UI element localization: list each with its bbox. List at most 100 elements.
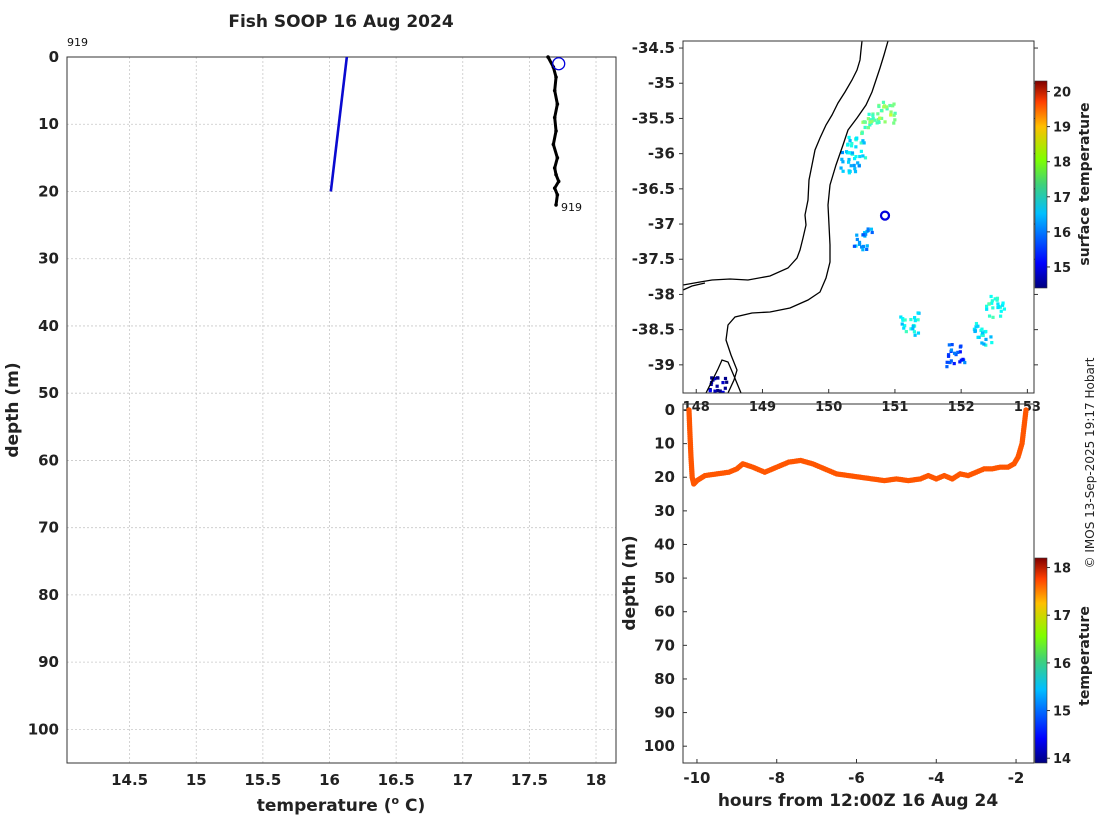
timeseries-x-axis-label: hours from 12:00Z 16 Aug 24 <box>718 791 999 811</box>
map-sst-pixel <box>844 150 849 154</box>
map-sst-pixel <box>892 121 896 125</box>
map-sst-pixel <box>882 105 886 109</box>
map-sst-pixel <box>854 154 858 159</box>
map-sst-pixel <box>861 139 865 143</box>
timeseries-y-tick-label: 10 <box>654 435 675 453</box>
map-sst-pixel <box>865 247 869 251</box>
map-sst-pixel <box>947 343 951 347</box>
map-sst-pixel <box>959 358 963 362</box>
map-sst-pixel <box>868 123 872 127</box>
map-sst-pixel <box>996 302 1000 306</box>
map-sst-pixel <box>904 330 908 334</box>
map-sst-pixel <box>889 110 893 114</box>
map-sst-pixel <box>991 306 995 310</box>
map-sst-pixel <box>861 154 865 158</box>
map-y-tick-label: -39 <box>648 356 675 374</box>
map-sst-pixel <box>958 350 962 354</box>
map-sst-pixel <box>995 296 1000 300</box>
map-sst-pixel <box>723 376 728 381</box>
map-sst-pixel <box>990 341 994 345</box>
map-sst-pixel <box>853 170 858 174</box>
timeseries-y-tick-label: 50 <box>654 569 675 587</box>
map-tasmania-coast <box>705 359 742 393</box>
profile-x-label-tail: C) <box>399 796 425 816</box>
sst-colorbar-tick-label: 16 <box>1053 226 1071 241</box>
map-sst-pixel <box>881 100 886 104</box>
map-sst-pixel <box>916 331 921 335</box>
map-sst-pixel <box>721 380 725 385</box>
map-sst-pixel <box>1072 90 1075 93</box>
timeseries-y-tick-label: 40 <box>654 535 675 553</box>
map-sst-pixel <box>850 151 855 155</box>
profile-axes-frame <box>66 56 617 764</box>
sst-colorbar-ticks: 15 16 17 18 19 20 <box>1047 86 1071 276</box>
profile-cast-point <box>554 203 558 207</box>
map-sst-pixel <box>861 233 865 237</box>
map-sst-pixel <box>903 324 907 328</box>
map-sst-pixel <box>980 333 984 337</box>
map-sst-pixel <box>888 103 892 108</box>
map-sst-pixel <box>1058 77 1061 80</box>
timeseries-y-tick-label: 90 <box>654 704 675 722</box>
map-sst-pixel <box>876 112 880 116</box>
map-sst-pixel <box>950 343 954 347</box>
profile-cast-point <box>546 55 550 59</box>
map-sst-pixel <box>863 230 867 235</box>
map-sst-pixel <box>945 365 949 369</box>
profile-y-tick-label: 50 <box>38 384 59 402</box>
map-sst-pixel <box>709 382 713 387</box>
profile-cast-point <box>552 88 557 93</box>
profile-y-tick-label: 90 <box>38 653 59 671</box>
profile-y-ticks: 0 10 20 30 40 50 60 70 80 90 100 <box>28 48 59 738</box>
map-y-tick-label: -35 <box>648 74 675 92</box>
map-sst-pixel <box>715 376 719 380</box>
sst-colorbar-label: surface temperature <box>1077 102 1093 265</box>
map-sst-pixel <box>855 233 859 237</box>
map-sst-pixel <box>866 126 871 130</box>
map-sst-pixel <box>911 327 915 331</box>
map-sst-pixel <box>1064 81 1067 84</box>
map-y-tick-label: -35.5 <box>632 109 675 127</box>
map-sst-pixel <box>980 341 984 345</box>
map-sst-pixel <box>974 321 979 326</box>
map-sst-pixel <box>916 318 920 322</box>
map-sst-pixel <box>912 316 917 320</box>
profile-cast-point <box>551 142 556 147</box>
timeseries-x-tick-label: -4 <box>928 769 945 787</box>
map-sst-pixel <box>909 327 913 331</box>
map-y-tick-label: -37 <box>648 215 675 233</box>
map-sst-pixel <box>854 145 858 149</box>
map-sst-pixel <box>847 171 851 175</box>
map-sst-pixel <box>850 142 854 146</box>
map-sst-pixel <box>860 245 864 249</box>
map-y-tick-label: -38.5 <box>632 321 675 339</box>
profile-x-ticks: 14.5 15 15.5 16 16.5 17 17.5 18 <box>111 771 606 789</box>
profile-cast-point <box>552 166 557 170</box>
vessel-position-marker <box>879 210 891 221</box>
map-sst-pixel <box>984 337 988 342</box>
map-sst-pixel <box>1001 301 1005 305</box>
map-sst-pixel <box>1072 80 1075 83</box>
map-sst-pixel <box>847 151 851 155</box>
map-sst-pixel <box>1074 77 1077 80</box>
map-sst-pixel <box>859 141 863 145</box>
timeseries-y-tick-label: 30 <box>654 502 675 520</box>
map-sst-pixel <box>716 388 720 393</box>
map-sst-pixel <box>846 143 850 147</box>
map-sst-pixel <box>718 389 722 393</box>
sst-colorbar <box>1034 80 1048 289</box>
map-sst-pixel <box>892 113 896 117</box>
map-sst-pixel <box>847 135 851 140</box>
map-sst-pixel <box>1067 81 1070 84</box>
map-sst-pixel <box>870 230 874 235</box>
timeseries-y-tick-label: 80 <box>654 670 675 688</box>
timeseries-y-axis-label: depth (m) <box>620 535 640 630</box>
map-sst-pixels <box>708 77 1077 393</box>
map-sst-pixel <box>713 377 717 381</box>
map-sst-pixel <box>877 120 881 124</box>
map-sst-pixel <box>721 390 725 393</box>
map-sst-pixel <box>976 324 980 328</box>
map-sst-pixel <box>875 121 879 125</box>
map-sst-pixel <box>878 116 882 120</box>
map-sst-pixel <box>995 298 999 302</box>
